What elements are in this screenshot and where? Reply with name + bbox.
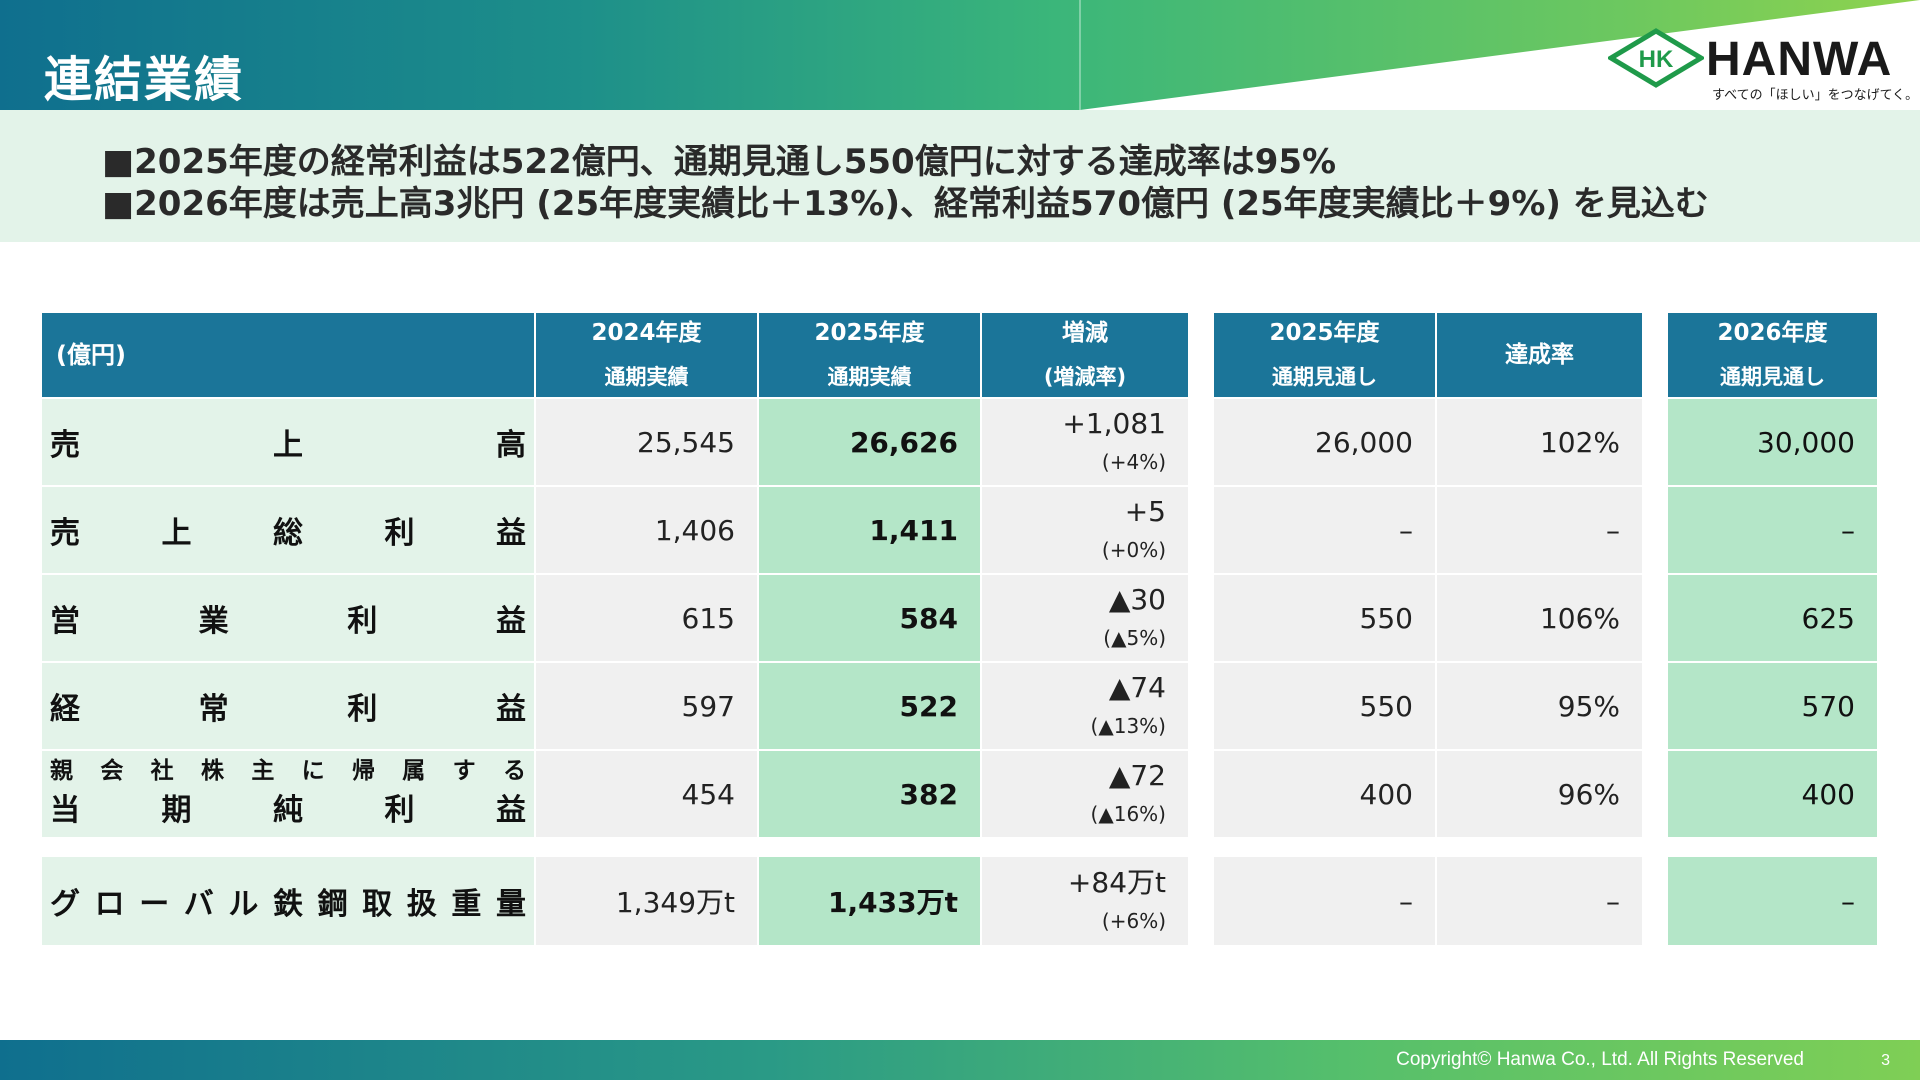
cell-value: 26,000	[1214, 399, 1435, 485]
header-white-wedge	[1079, 0, 1920, 110]
cell-value-highlight: –	[1668, 487, 1877, 573]
cell-value-highlight: –	[1668, 857, 1877, 945]
row-label-gross-profit: 売上総利益	[42, 487, 534, 573]
summary-band: ■2025年度の経常利益は522億円、通期見通し550億円に対する達成率は95%…	[0, 110, 1920, 242]
cell-value: 96%	[1437, 751, 1642, 837]
row-label-sales: 売上高	[42, 399, 534, 485]
hanwa-logo: HK HANWA すべての「ほしい」をつなげてく。	[1608, 28, 1918, 103]
cell-value-highlight: 522	[759, 663, 980, 749]
footer-bar: Copyright© Hanwa Co., Ltd. All Rights Re…	[0, 1040, 1920, 1080]
summary-line-1: ■2025年度の経常利益は522億円、通期見通し550億円に対する達成率は95%	[102, 142, 1337, 182]
cell-change: ▲74 (▲13%)	[982, 663, 1188, 749]
col-header-fy2025: 2025年度 通期実績	[759, 313, 980, 397]
row-label-operating-profit: 営業利益	[42, 575, 534, 661]
cell-value-highlight: 1,433万t	[759, 857, 980, 945]
col-header-fy2024: 2024年度 通期実績	[536, 313, 757, 397]
col-header-fy2025-forecast: 2025年度 通期見通し	[1214, 313, 1435, 397]
cell-value: 102%	[1437, 399, 1642, 485]
cell-value: 1,349万t	[536, 857, 757, 945]
cell-value: 25,545	[536, 399, 757, 485]
logo-tagline: すべての「ほしい」をつなげてく。	[1712, 88, 1919, 103]
cell-value-highlight: 584	[759, 575, 980, 661]
col-header-fy2026-forecast: 2026年度 通期見通し	[1668, 313, 1877, 397]
cell-value-highlight: 625	[1668, 575, 1877, 661]
row-label-steel-volume: グローバル鉄鋼取扱重量	[42, 857, 534, 945]
cell-value: 400	[1214, 751, 1435, 837]
cell-change: ▲30 (▲5%)	[982, 575, 1188, 661]
cell-change: +5 (+0%)	[982, 487, 1188, 573]
col-header-change: 増減 (増減率)	[982, 313, 1188, 397]
cell-change: +1,081 (+4%)	[982, 399, 1188, 485]
cell-value: –	[1437, 857, 1642, 945]
cell-value: –	[1214, 487, 1435, 573]
cell-value: –	[1437, 487, 1642, 573]
cell-value-highlight: 570	[1668, 663, 1877, 749]
unit-header: (億円)	[42, 313, 534, 397]
cell-value: 597	[536, 663, 757, 749]
row-label-net-income: 親会社株主に帰属する 当期純利益	[42, 751, 534, 837]
hk-diamond-icon: HK	[1608, 28, 1704, 88]
page-number: 3	[1881, 1052, 1890, 1069]
cell-value-highlight: 1,411	[759, 487, 980, 573]
copyright-text: Copyright© Hanwa Co., Ltd. All Rights Re…	[1396, 1049, 1804, 1070]
logo-name: HANWA	[1706, 33, 1893, 86]
header-bar: 連結業績 HK HANWA すべての「ほしい」をつなげてく。	[0, 0, 1920, 110]
cell-value: 550	[1214, 575, 1435, 661]
svg-text:HK: HK	[1639, 46, 1674, 73]
cell-value-highlight: 400	[1668, 751, 1877, 837]
col-header-achievement: 達成率	[1437, 313, 1642, 397]
cell-value: 550	[1214, 663, 1435, 749]
cell-value: 106%	[1437, 575, 1642, 661]
cell-value-highlight: 30,000	[1668, 399, 1877, 485]
cell-value: 615	[536, 575, 757, 661]
row-label-ordinary-profit: 経常利益	[42, 663, 534, 749]
cell-value: 95%	[1437, 663, 1642, 749]
cell-value: 454	[536, 751, 757, 837]
cell-value-highlight: 26,626	[759, 399, 980, 485]
cell-change: +84万t (+6%)	[982, 857, 1188, 945]
cell-value: –	[1214, 857, 1435, 945]
summary-line-2: ■2026年度は売上高3兆円 (25年度実績比＋13%)、経常利益570億円 (…	[102, 184, 1709, 224]
page-title: 連結業績	[44, 52, 245, 108]
cell-value: 1,406	[536, 487, 757, 573]
cell-change: ▲72 (▲16%)	[982, 751, 1188, 837]
cell-value-highlight: 382	[759, 751, 980, 837]
